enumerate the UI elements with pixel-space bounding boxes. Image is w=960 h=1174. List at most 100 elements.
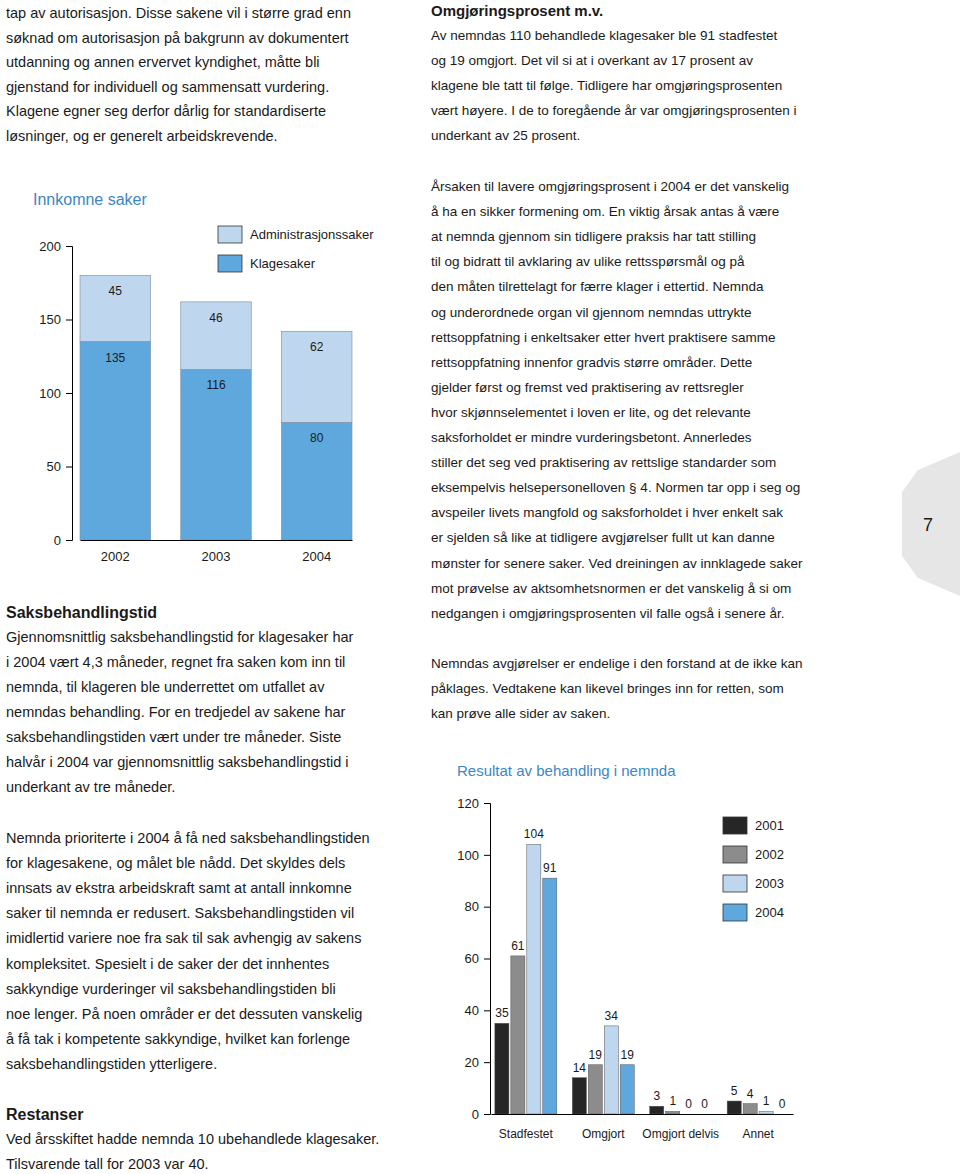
text-line: imidlertid variere noe fra sak til sak a… <box>6 930 361 946</box>
bar <box>543 878 557 1114</box>
text-line: er sjelden så like at tidligere avgjørel… <box>431 530 775 545</box>
data-label: 5 <box>731 1084 738 1098</box>
heading: Omgjøringsprosent m.v. <box>431 2 603 19</box>
heading: Saksbehandlingstid <box>6 604 157 621</box>
text-line: den måten tilrettelagt for færre klager … <box>431 279 764 294</box>
y-tick: 50 <box>47 459 72 474</box>
legend-label: Klagesaker <box>250 256 316 271</box>
legend-swatch <box>723 875 747 892</box>
y-tick-mark <box>484 1114 490 1115</box>
text-line: at nemnda gjennom sin tidligere praksis … <box>431 229 756 244</box>
bar-segment <box>281 331 352 422</box>
bar-segment <box>80 342 151 540</box>
x-tick: 2003 <box>202 549 231 564</box>
y-tick-mark <box>484 803 490 804</box>
bar <box>743 1104 757 1114</box>
data-label: 4 <box>747 1087 754 1101</box>
y-tick: 150 <box>39 312 72 327</box>
bar <box>588 1065 602 1114</box>
text-line: avspeiler livets mangfold og saksforhold… <box>431 505 783 520</box>
text-line: halvår i 2004 var gjennomsnittlig saksbe… <box>6 754 349 770</box>
legend-label: Administrasjonssaker <box>250 227 374 242</box>
text-line: klagene ble tatt til følge. Tidligere ha… <box>431 78 782 93</box>
text-line: vært høyere. I de to foregående år var o… <box>431 103 796 118</box>
text-line: kan prøve alle sider av saken. <box>431 706 610 721</box>
data-label: 62 <box>310 340 324 354</box>
data-label: 135 <box>105 351 125 365</box>
text-line: for klagesakene, og målet ble nådd. Det … <box>6 855 345 871</box>
x-tick: 2004 <box>302 549 331 564</box>
y-tick-label: 100 <box>457 847 479 862</box>
text-line: Nemnda prioriterte i 2004 å få ned saksb… <box>6 830 370 846</box>
legend: 2001200220032004 <box>723 817 784 921</box>
text-line: innsats av ekstra arbeidskraft samt at a… <box>6 880 352 896</box>
bar <box>698 1114 712 1115</box>
data-label: 104 <box>524 827 544 841</box>
text-line: Nemndas avgjørelser er endelige i den fo… <box>431 656 802 671</box>
text-line: rettsoppfatning innenfor gradvis større … <box>431 355 752 370</box>
legend-label: 2001 <box>755 818 784 833</box>
y-tick-label: 120 <box>457 796 479 811</box>
y-tick-mark <box>484 1010 490 1011</box>
y-tick-mark <box>66 320 72 321</box>
y-tick-label: 40 <box>465 1003 479 1018</box>
text-line: eksempelvis helsepersonelloven § 4. Norm… <box>431 480 800 495</box>
bar <box>727 1101 741 1114</box>
text-line: underkant av tre måneder. <box>6 779 175 795</box>
data-labels: 3514356119141043401911900 <box>495 827 786 1111</box>
data-label: 35 <box>495 1006 509 1020</box>
legend: Administrasjonssaker Klagesaker <box>218 226 374 272</box>
y-tick-label: 80 <box>465 899 479 914</box>
text-line: rettsoppfatning i enkeltsaker etter hver… <box>431 330 775 345</box>
text-line: underkant av 25 prosent. <box>431 128 580 143</box>
legend-label: 2003 <box>755 876 784 891</box>
text-line: saker til nemnda er redusert. Saksbehand… <box>6 905 354 921</box>
y-tick: 100 <box>457 847 490 862</box>
text-line: nemnda, til klageren ble underrettet om … <box>6 679 325 695</box>
y-tick: 40 <box>465 1003 490 1018</box>
data-label: 0 <box>779 1097 786 1111</box>
text-line: stiller det seg ved praktisering av rett… <box>431 455 776 470</box>
legend-swatch <box>723 904 747 921</box>
x-tick-label: Stadfestet <box>499 1127 554 1141</box>
y-tick-mark <box>66 467 72 468</box>
text-line: Av nemndas 110 behandlede klagesaker ble… <box>431 28 777 43</box>
legend-swatch <box>218 255 242 272</box>
chart: Innkomne saker05010015020020022003200413… <box>33 191 374 564</box>
x-tick: Stadfestet <box>499 1127 554 1141</box>
y-tick: 200 <box>39 239 72 254</box>
y-tick-label: 60 <box>465 951 479 966</box>
data-label: 19 <box>621 1048 635 1062</box>
data-label: 1 <box>669 1094 676 1108</box>
x-tick: Annet <box>742 1127 774 1141</box>
y-tick: 0 <box>472 1107 490 1122</box>
y-tick-mark <box>484 907 490 908</box>
text-line: hvor skjønnselementet i loven er lite, o… <box>431 405 751 420</box>
y-tick: 120 <box>457 796 490 811</box>
bar <box>775 1114 789 1115</box>
data-label: 116 <box>206 378 225 392</box>
page-number: 7 <box>923 515 933 535</box>
plot-marks <box>80 275 352 540</box>
y-tick-label: 0 <box>472 1107 479 1122</box>
legend-swatch <box>723 846 747 863</box>
text-line: kompleksitet. Spesielt i de saker der de… <box>6 956 329 972</box>
chart-title: Resultat av behandling i nemnda <box>457 762 676 779</box>
text-line: å få tak i kompetente sakkyndige, hvilke… <box>6 1031 350 1047</box>
text-line: til og bidratt til avklaring av ulike re… <box>431 254 745 269</box>
text-line: Årsaken til lavere omgjøringsprosent i 2… <box>431 179 789 194</box>
text-line: noe lenger. På noen områder er det dessu… <box>6 1006 362 1022</box>
y-tick-label: 150 <box>39 312 61 327</box>
x-axis: 200220032004 <box>81 541 353 565</box>
text-line: Tilsvarende tall for 2003 var 40. <box>6 1156 209 1172</box>
heading: Restanser <box>6 1106 83 1123</box>
bar <box>666 1111 680 1114</box>
text-line: utdanning og annen ervervet kyndighet, m… <box>6 54 320 70</box>
text-line: å ha en sikker formening om. En viktig å… <box>431 204 779 219</box>
text-line: gjenstand for individuell og sammensatt … <box>6 79 329 95</box>
legend-swatch <box>218 226 242 243</box>
text-line: løsninger, og er generelt arbeidskrevend… <box>6 128 278 144</box>
y-tick: 80 <box>465 899 490 914</box>
page-canvas: tap av autorisasjon. Disse sakene vil i … <box>0 0 960 1174</box>
y-tick-mark <box>484 1062 490 1063</box>
